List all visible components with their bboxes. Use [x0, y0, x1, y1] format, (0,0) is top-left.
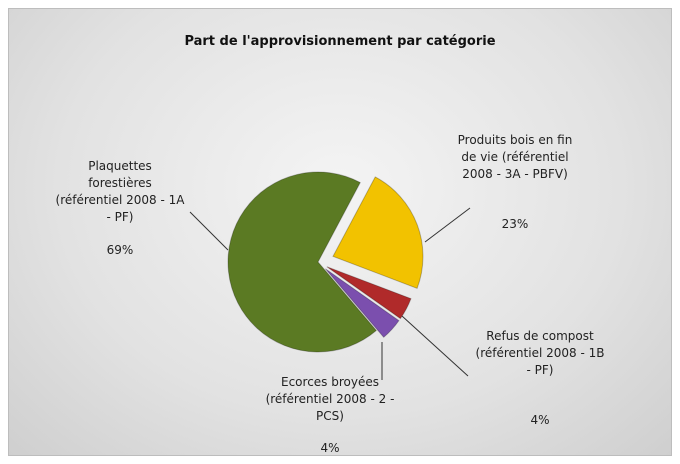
slice-label: Produits bois en fin de vie (référentiel… — [457, 133, 573, 181]
pie-slice — [326, 266, 412, 320]
leader-line — [189, 211, 229, 251]
slice-label: Refus de compost (référentiel 2008 - 1B … — [475, 329, 605, 377]
leader-line — [401, 315, 469, 377]
pie-slice — [332, 176, 424, 289]
leader-line — [424, 207, 471, 243]
slice-value-label: 4% — [320, 441, 340, 455]
chart-title: Part de l'approvisionnement par catégori… — [184, 34, 496, 49]
slice-value-label: 4% — [530, 413, 550, 427]
slice-value-label: 69% — [106, 243, 134, 257]
chart-frame — [8, 8, 672, 456]
pie-slice — [227, 171, 378, 353]
pie-slice — [325, 268, 400, 338]
slice-value-label: 23% — [501, 217, 529, 231]
slice-label: Ecorces broyées (référentiel 2008 - 2 - … — [265, 375, 395, 423]
slice-label: Plaquettes forestières (référentiel 2008… — [55, 159, 185, 224]
